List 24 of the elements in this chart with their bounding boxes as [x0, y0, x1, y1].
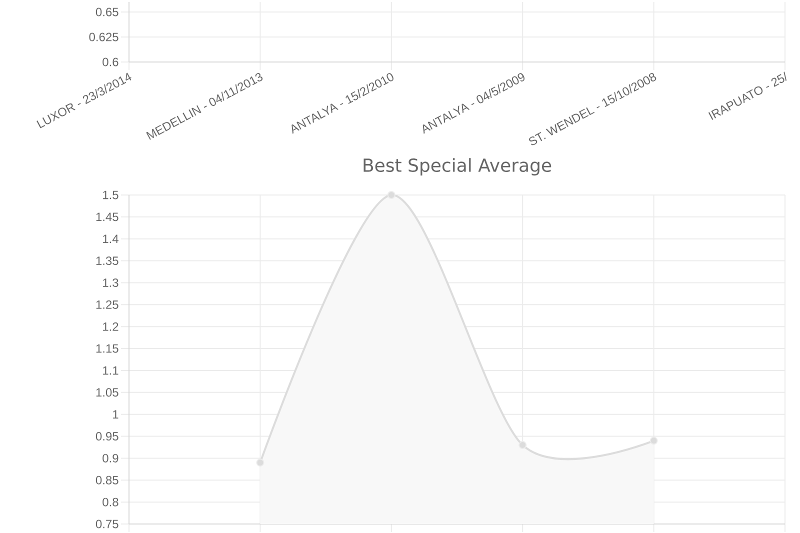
point [256, 458, 264, 467]
point [650, 436, 658, 445]
y-tick-label: 1.3 [103, 278, 118, 287]
y-tick-label: 1.15 [96, 344, 118, 353]
y-tick-label: 0.6 [102, 58, 118, 66]
y-tick-label: 0.9 [102, 454, 118, 462]
y-tick-label: 0.95 [96, 432, 118, 441]
point [518, 441, 527, 450]
y-tick-label: 0.625 [89, 32, 118, 42]
y-tick-label: 0.75 [96, 520, 118, 528]
y-tick-label: 1.45 [96, 212, 118, 222]
point [387, 191, 396, 199]
y-tick-label: 1.2 [103, 322, 118, 331]
y-tick-label: 1.25 [96, 300, 118, 309]
y-tick-label: 0.65 [96, 8, 118, 16]
y-tick-label: 0.8 [102, 498, 118, 506]
y-tick-label: 1.1 [103, 366, 118, 375]
y-tick-label: 1 [113, 410, 118, 418]
y-tick-label: 1.5 [103, 190, 118, 200]
y-tick-label: 0.85 [96, 476, 118, 484]
y-tick-label: 1.05 [96, 388, 118, 397]
chart-title: Best Special Average [364, 158, 552, 176]
y-tick-label: 1.35 [96, 256, 118, 266]
y-tick-label: 1.4 [103, 234, 118, 243]
